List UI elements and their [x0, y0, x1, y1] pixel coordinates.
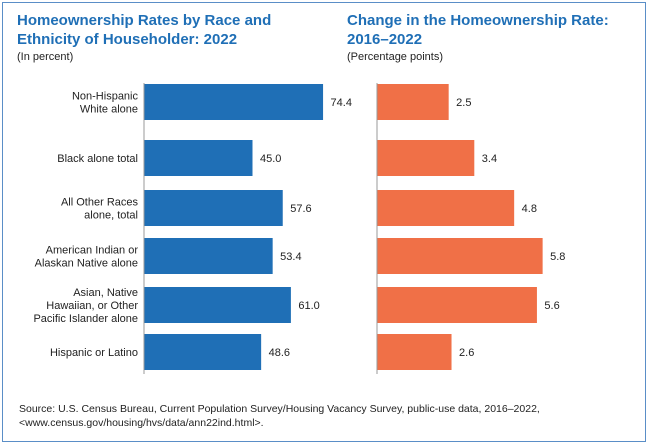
change-bar: [377, 140, 475, 176]
right-chart-subtitle: (Percentage points): [347, 51, 443, 63]
left-chart-subtitle: (In percent): [17, 51, 74, 63]
rate-value-label: 45.0: [260, 153, 281, 165]
category-label: All Other Races alone, total: [61, 197, 139, 222]
left-chart-title: Homeownership Rates by Race and Ethnicit…: [17, 12, 272, 48]
change-bar: [377, 190, 515, 226]
source-note: Source: U.S. Census Bureau, Current Popu…: [19, 403, 540, 429]
change-value-label: 2.5: [456, 97, 471, 109]
category-label: American Indian or Alaskan Native alone: [35, 245, 139, 270]
right-chart-title: Change in the Homeownership Rate: 2016–2…: [347, 12, 609, 48]
category-label: Non-Hispanic White alone: [72, 91, 139, 116]
change-bar: [377, 238, 543, 274]
change-bar: [377, 84, 449, 120]
change-value-label: 2.6: [459, 347, 474, 359]
change-value-label: 5.6: [544, 300, 559, 312]
rate-bar: [144, 287, 291, 323]
category-label: Asian, Native Hawaiian, or Other Pacific I…: [33, 287, 138, 325]
rate-bar: [144, 140, 253, 176]
rate-bar: [144, 190, 283, 226]
change-value-label: 3.4: [482, 153, 497, 165]
rate-value-label: 57.6: [290, 203, 311, 215]
rate-value-label: 53.4: [280, 251, 301, 263]
category-label: Hispanic or Latino: [50, 347, 138, 359]
change-value-label: 5.8: [550, 251, 565, 263]
rate-bar: [144, 84, 324, 120]
homeownership-bar-charts: 74.4 45.0 57.6 53.4 61.0 48.6 2.5 3.4 4.8 5.8 5.6 2…: [33, 83, 565, 374]
rate-bar: [144, 334, 262, 370]
rate-value-label: 48.6: [269, 347, 290, 359]
change-value-label: 4.8: [522, 203, 537, 215]
change-bar: [377, 334, 452, 370]
rate-bar: [144, 238, 273, 274]
figure-frame: Homeownership Rates by Race and Ethnicit…: [2, 2, 646, 442]
rate-value-label: 74.4: [331, 97, 352, 109]
change-bar: [377, 287, 537, 323]
rate-value-label: 61.0: [298, 300, 319, 312]
category-label: Black alone total: [57, 153, 138, 165]
